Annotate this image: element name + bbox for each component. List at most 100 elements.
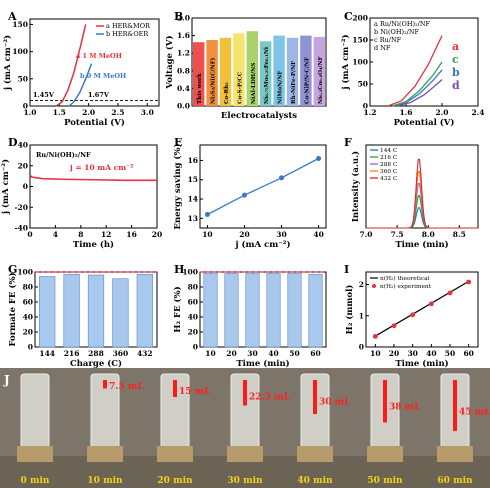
data-point xyxy=(316,156,322,162)
y-tick-label: -20 xyxy=(14,203,28,212)
x-tick-label: 8 xyxy=(78,230,83,239)
legend-entry: 432 C xyxy=(380,176,398,182)
bar xyxy=(193,42,205,106)
panel-letter: C xyxy=(344,10,353,23)
x-tick-label: 216 xyxy=(64,349,80,358)
bar xyxy=(206,40,218,106)
bar-label: NiAl-LDH/NS xyxy=(251,63,257,104)
panel-letter: B xyxy=(174,10,183,23)
x-tick-label: 4 xyxy=(53,230,58,239)
series-line xyxy=(387,35,443,107)
bar xyxy=(300,35,312,106)
panel-letter: A xyxy=(7,10,17,23)
bar xyxy=(63,273,80,348)
annotation: 1.45V xyxy=(33,91,55,99)
plot-frame xyxy=(365,144,479,229)
legend-entry: b HER&OER xyxy=(106,30,149,38)
bar xyxy=(233,33,245,106)
y-tick-label: 80 xyxy=(188,283,198,292)
legend-swatch xyxy=(372,284,376,288)
x-axis-label: Time (min) xyxy=(236,358,289,369)
bar-label: NiMoN/NF xyxy=(278,71,284,104)
y-tick-label: 15 xyxy=(188,175,198,184)
y-tick-label: 150 xyxy=(352,36,368,45)
bar xyxy=(136,273,153,348)
annotation: j = 10 mA cm⁻² xyxy=(69,163,133,172)
plot-frame xyxy=(199,271,327,348)
bar xyxy=(219,37,232,106)
data-point xyxy=(428,301,434,307)
x-tick-label: 2.0 xyxy=(82,108,95,117)
x-tick-label: 3.0 xyxy=(141,108,154,117)
y-tick-label: 20 xyxy=(23,328,33,337)
y-tick-label: 0.8 xyxy=(177,66,190,75)
x-tick-label: 1.0 xyxy=(23,108,36,117)
x-tick-label: 1.6 xyxy=(399,108,412,117)
gas-marker xyxy=(453,380,457,431)
gas-marker xyxy=(173,380,177,397)
data-point xyxy=(466,279,472,285)
x-tick-label: 20 xyxy=(152,230,162,239)
panel-letter: E xyxy=(174,136,182,149)
y-axis-label: j (mA cm⁻²) xyxy=(340,34,351,90)
panel-e: E 10 20 30 40 13 14 15 16 j (mA cm⁻²) Energy savin… xyxy=(172,136,327,250)
volume-label: 38 mL xyxy=(389,403,421,413)
bar xyxy=(286,37,299,106)
bar xyxy=(245,273,260,348)
time-label: 10 min xyxy=(87,476,123,486)
volume-label: 30 mL xyxy=(319,397,351,407)
panel-letter: F xyxy=(344,136,352,149)
curve-letter: b xyxy=(452,66,460,79)
y-tick-label: 100 xyxy=(17,268,33,277)
data-point xyxy=(241,192,247,198)
time-label: 20 min xyxy=(157,476,193,486)
legend-entry: 288 C xyxy=(380,162,398,168)
x-axis-label: Electrocatalysts xyxy=(221,111,297,121)
plot-frame xyxy=(191,17,327,107)
panel-d: D 0 4 8 12 16 20 -40 -20 0 20 40 Time (h) j (mA cm⁻²)… xyxy=(0,136,162,250)
bar-label: Ni₃S₂/Ni(C/NF) xyxy=(210,57,217,104)
beaker xyxy=(437,446,473,462)
x-tick-label: 8.5 xyxy=(453,230,466,239)
series-line xyxy=(207,157,319,216)
y-tick-label: 60 xyxy=(23,298,33,307)
beaker xyxy=(157,446,193,462)
y-tick-label: 0 xyxy=(193,343,198,352)
time-label: 0 min xyxy=(21,476,50,486)
x-tick-label: 50 xyxy=(445,349,455,358)
data-point xyxy=(279,175,285,181)
y-axis-label: j (mA cm⁻²) xyxy=(0,159,11,215)
plot-frame xyxy=(29,18,160,107)
legend-entry: b Ni(OH)₂/NF xyxy=(374,28,420,36)
bar-label: Co-S-P/CC xyxy=(237,71,243,104)
y-axis-label: Energy saving (%) xyxy=(172,143,183,229)
x-tick-label: 360 xyxy=(113,349,129,358)
data-point xyxy=(410,312,416,318)
bar xyxy=(273,35,285,106)
data-point xyxy=(372,333,378,339)
y-tick-label: 0 xyxy=(28,343,33,352)
curve-letter: d xyxy=(452,79,460,92)
legend-entry: d NF xyxy=(374,44,391,52)
y-tick-label: 2 xyxy=(359,280,364,289)
bar-label: Co-Rh₂ xyxy=(224,82,230,104)
beaker xyxy=(227,446,263,462)
panel-letter: H xyxy=(174,263,184,276)
legend-entry: n(H₂) experiment xyxy=(380,283,432,290)
panel-f: F 7.0 7.5 8.0 8.5 Time (min) Intensity (a.u.) 1… xyxy=(344,136,479,250)
legend-entry: c Ru/NF xyxy=(374,36,402,44)
annotation: a 1 M MeOH xyxy=(76,52,122,60)
panel-j: 0 min 7.5 mL 10 min 15 mL 20 min 22.5 mL 30 mi… xyxy=(0,368,490,488)
x-tick-label: 40 xyxy=(426,349,436,358)
bar xyxy=(203,273,218,348)
x-axis-label: Potential (V) xyxy=(394,117,455,128)
burette xyxy=(20,373,50,449)
bar-label: Rh-NiFe-P/NF xyxy=(291,61,297,104)
bar-label: Co-NiP/N-C/NF xyxy=(304,57,310,104)
annotation: b 0 M MeOH xyxy=(80,72,126,80)
y-tick-label: 1.6 xyxy=(177,31,190,40)
x-tick-label: 16 xyxy=(126,230,136,239)
y-tick-label: 80 xyxy=(23,283,33,292)
y-tick-label: 0 xyxy=(23,102,28,111)
bar-label: This work xyxy=(197,73,203,104)
